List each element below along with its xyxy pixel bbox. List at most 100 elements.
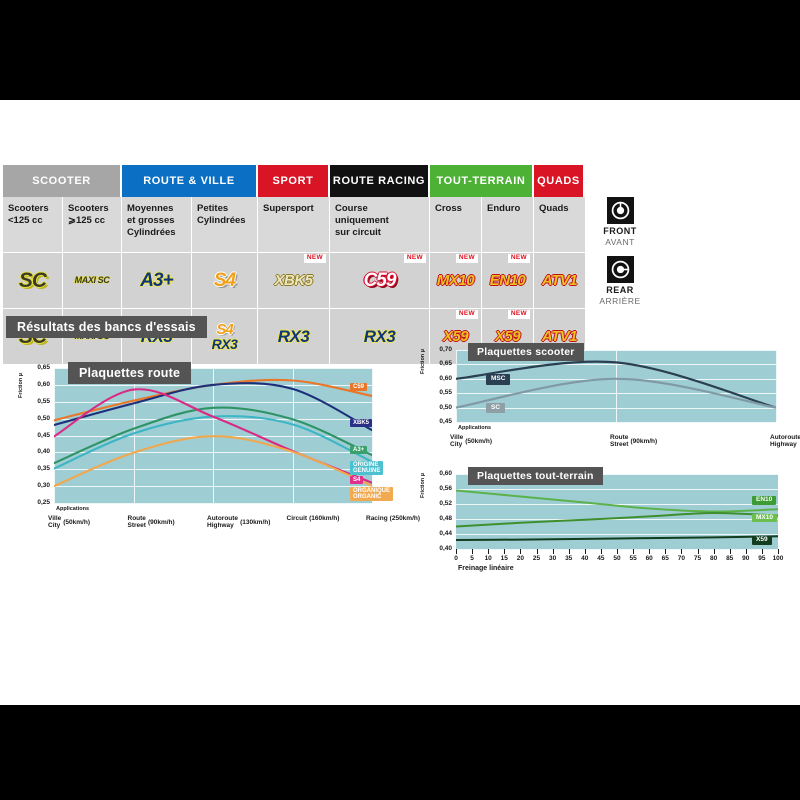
tout-terrain-x-tickmark: [681, 549, 683, 554]
tout-terrain-x-tick: 40: [581, 555, 589, 562]
route-x-tick: Route Street (90km/h): [128, 515, 175, 529]
route-y-tick: 0,60: [37, 380, 50, 388]
gridline-vertical: [292, 368, 294, 503]
tout-terrain-x-tickmark: [488, 549, 490, 554]
chart-curves: [54, 378, 372, 488]
tout-terrain-x-tick: 95: [758, 555, 766, 562]
tout-terrain-plot-area: [456, 474, 778, 550]
results-title-banner: Résultats des bancs d'essais: [6, 316, 207, 338]
tout-terrain-y-tick: 0,44: [439, 530, 452, 537]
letterbox-bottom: [0, 705, 800, 800]
route-x-tick: Ville City (50km/h): [48, 515, 90, 529]
x-tick-names: Ville City: [48, 515, 61, 529]
tout-terrain-x-tick: 5: [470, 555, 474, 562]
x-tick-names: Circuit: [287, 515, 308, 522]
route-series-label-s4: S4: [350, 475, 364, 485]
table-rear-pad-cell[interactable]: RX3: [258, 309, 330, 364]
pad-logo-x59: X59: [494, 328, 521, 345]
table-front-pad-cell[interactable]: S4: [192, 253, 258, 308]
scooter-chart-title: Plaquettes scooter: [468, 342, 584, 361]
table-description-line: Petites: [197, 203, 229, 214]
table-front-pad-cell[interactable]: NEW XBK5: [258, 253, 330, 308]
tout-terrain-y-tick: 0,48: [439, 515, 452, 522]
table-description-cell: Enduro: [482, 197, 534, 252]
pad-logo-rx3: RX3: [211, 336, 238, 352]
table-rear-pad-cell[interactable]: NEW X59: [430, 309, 482, 364]
tout-terrain-y-axis-label: Friction µ: [420, 473, 426, 498]
axle-rear: REAR ARRIÈRE: [588, 256, 652, 306]
scooter-y-tick: 0,55: [439, 389, 452, 397]
table-front-pad-cell[interactable]: NEW MX10: [430, 253, 482, 308]
new-badge: NEW: [455, 254, 478, 263]
table-description-line: Supersport: [263, 203, 314, 214]
pad-logo-s4: S4: [216, 321, 233, 338]
table-front-pad-cell[interactable]: MAXI SC: [63, 253, 122, 308]
tout-terrain-x-tick: 25: [532, 555, 541, 562]
x-tick-speed: (130km/h): [240, 518, 271, 526]
table-rear-pad-cell[interactable]: RX3: [330, 309, 430, 364]
tout-terrain-x-tick: 100: [772, 555, 784, 562]
tout-terrain-x-tick: 75: [693, 555, 702, 562]
chart-plaquettes-route: 0,25 0,30 0,35 0,40 0,45 0,50 0,55 0,60 0,65 Fric…: [6, 346, 420, 561]
route-y-tick: 0,25: [37, 499, 50, 506]
tout-terrain-x-tickmark: [697, 549, 699, 554]
table-description-cell: Scooters <125 cc: [3, 197, 63, 252]
x-tick-fr: Route: [610, 434, 629, 441]
x-tick-names: Ville City: [450, 434, 463, 448]
tout-terrain-x-tick: 20: [516, 555, 524, 562]
scooter-chart-title-text: Plaquettes scooter: [468, 343, 584, 361]
tout-terrain-chart-title: Plaquettes tout-terrain: [468, 466, 603, 485]
tout-terrain-y-tick: 0,40: [439, 545, 452, 552]
scooter-y-tick: 0,60: [439, 374, 452, 382]
x-tick-names: Autoroute Highway: [770, 434, 800, 448]
x-tick-names: Autoroute Highway: [207, 515, 238, 529]
table-description-line: Course: [335, 203, 368, 214]
x-tick-fr: Autoroute: [207, 515, 239, 522]
table-header-label: SCOOTER: [32, 175, 91, 187]
axle-front-name: FRONT: [603, 226, 637, 236]
route-y-tick: 0,45: [37, 431, 50, 439]
tout-terrain-x-tick: 90: [742, 555, 750, 562]
chart-curves: [456, 489, 778, 541]
table-header-tout-terrain: TOUT-TERRAIN: [430, 165, 532, 197]
table-rear-pad-cell[interactable]: NEW X59: [482, 309, 534, 364]
x-tick-speed: (250km/h): [389, 515, 421, 522]
table-description-line: Enduro: [487, 203, 521, 214]
pad-logo-rx3: RX3: [277, 327, 310, 346]
route-y-tick: 0,35: [37, 465, 50, 473]
scooter-y-tick: 0,50: [439, 403, 452, 411]
table-front-pad-cell[interactable]: ATV1: [534, 253, 585, 308]
tout-terrain-x-tickmark: [504, 549, 506, 554]
tout-terrain-series-label-x59: X59: [752, 536, 772, 546]
table-front-pad-cell[interactable]: A3+: [122, 253, 192, 308]
table-description-cell: Scooters ⩾125 cc: [63, 197, 122, 252]
x-tick-speed: (50km/h): [465, 437, 492, 445]
route-x-tick: Racing (250km/h): [366, 515, 420, 522]
results-title-text: Résultats des bancs d'essais: [6, 316, 207, 338]
new-badge: NEW: [507, 310, 530, 319]
route-x-axis-label: Applications: [56, 506, 90, 512]
table-front-pad-cell[interactable]: SC: [3, 253, 63, 308]
tout-terrain-x-tickmark: [472, 549, 474, 554]
x-tick-names: Racing: [366, 515, 388, 522]
pad-logo-maxi-sc: MAXI SC: [74, 275, 110, 285]
scooter-plot-area: [456, 350, 777, 423]
curve-msc: [456, 360, 776, 409]
table-front-pad-cell[interactable]: NEW C59: [330, 253, 430, 308]
gridline-vertical: [776, 350, 777, 422]
tout-terrain-series-label-en10: EN10: [752, 496, 777, 506]
table-rear-pad-cell[interactable]: ATV1: [534, 309, 585, 364]
tout-terrain-x-tickmark: [778, 549, 779, 554]
table-description-cell: Quads: [534, 197, 585, 252]
scooter-x-tick: Route Street (90km/h): [610, 434, 657, 448]
x-tick-names: Route Street: [128, 515, 146, 529]
series-label-line: ORGANIQUE: [353, 487, 391, 494]
x-tick-en: Highway: [207, 522, 234, 530]
tout-terrain-x-tickmark: [713, 549, 715, 554]
table-front-pad-cell[interactable]: NEW EN10: [482, 253, 534, 308]
route-x-tick: Circuit (160km/h): [287, 515, 340, 522]
table-rear-pad-cell[interactable]: S4 RX3: [192, 309, 258, 364]
table-description-line: ⩾125 cc: [68, 214, 106, 226]
curve-a3-: [54, 406, 372, 465]
tout-terrain-x-tick: 30: [548, 555, 557, 562]
